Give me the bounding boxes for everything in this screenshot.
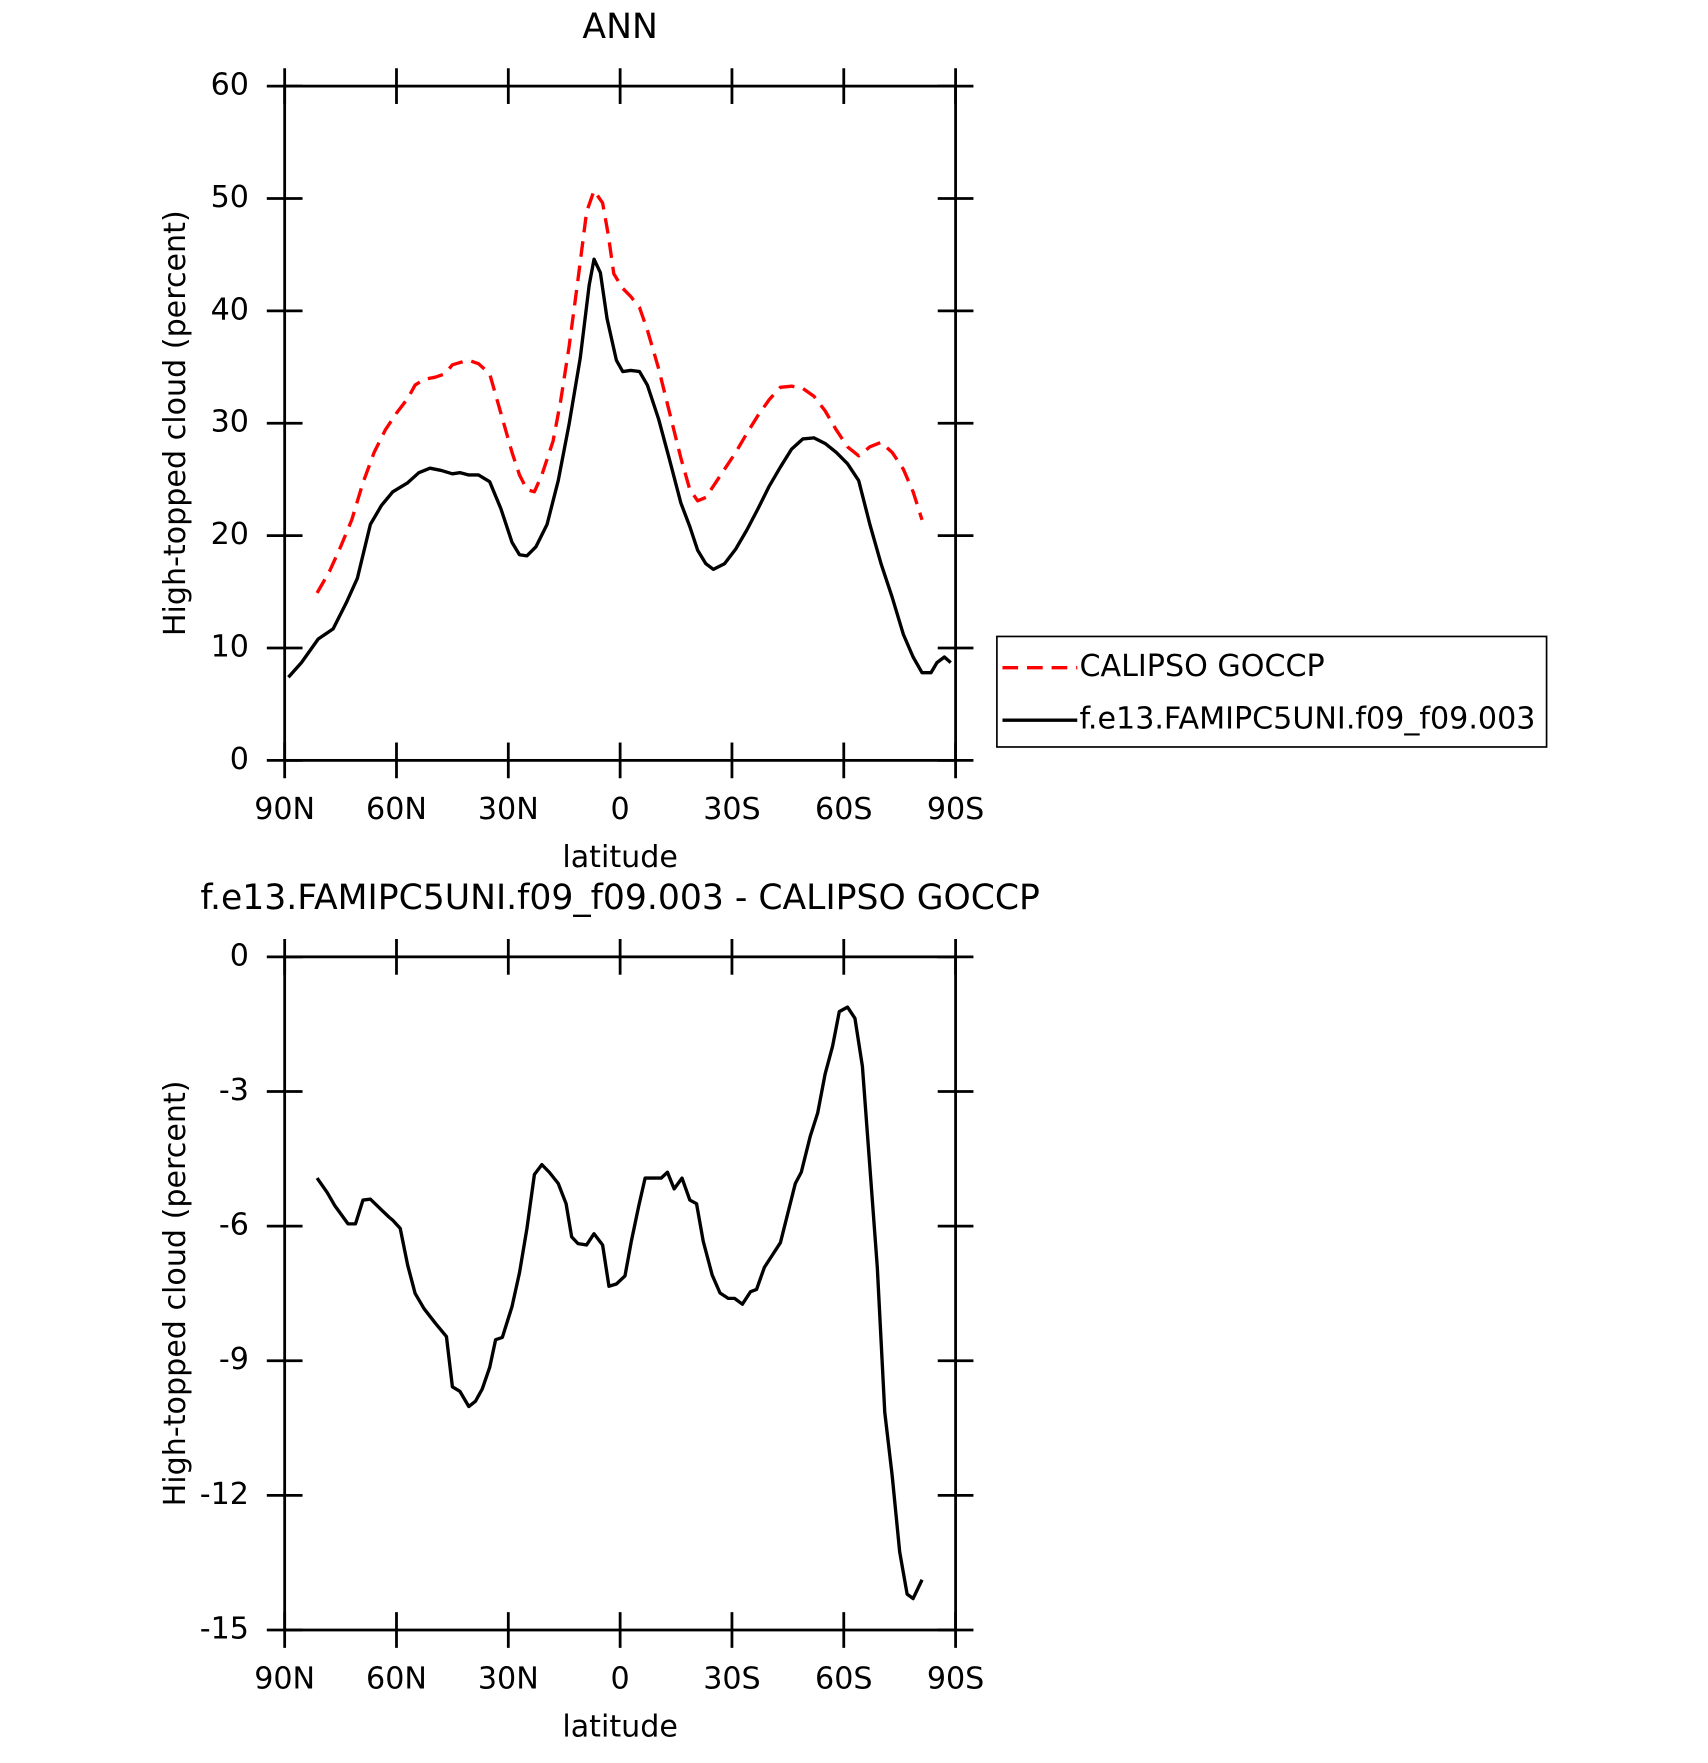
y-tick-label: -15 [200, 1612, 249, 1647]
legend-label: CALIPSO GOCCP [1080, 649, 1325, 684]
y-tick-label: 60 [211, 68, 249, 103]
x-tick-label: 60N [366, 1662, 427, 1697]
data-line [287, 257, 952, 679]
y-axis-label: High-topped cloud (percent) [158, 1080, 193, 1506]
chart-title: ANN [582, 7, 657, 47]
x-tick-label: 60N [366, 792, 427, 827]
data-line [315, 1005, 924, 1601]
y-tick-label: -12 [200, 1477, 249, 1512]
y-tick-label: 10 [211, 629, 249, 664]
x-tick-label: 90S [927, 1662, 984, 1697]
chart-title: f.e13.FAMIPC5UNI.f09_f09.003 - CALIPSO G… [200, 878, 1040, 918]
y-tick-label: 0 [230, 938, 249, 973]
x-tick-label: 90N [254, 792, 315, 827]
data-line [315, 188, 924, 594]
x-axis-label: latitude [562, 1710, 678, 1745]
x-tick-label: 90S [927, 792, 984, 827]
y-tick-label: 0 [230, 742, 249, 777]
y-tick-label: 30 [211, 405, 249, 440]
plot-frame [283, 84, 957, 762]
x-tick-label: 90N [254, 1662, 315, 1697]
x-tick-label: 0 [611, 1662, 630, 1697]
x-tick-label: 60S [815, 1662, 872, 1697]
x-tick-label: 60S [815, 792, 872, 827]
x-tick-label: 30N [478, 792, 539, 827]
plot-frame [283, 955, 957, 1632]
y-tick-label: -3 [219, 1073, 249, 1108]
y-tick-label: -9 [219, 1342, 249, 1377]
x-axis-label: latitude [562, 840, 678, 875]
legend-box [996, 635, 1548, 748]
y-axis-label: High-topped cloud (percent) [158, 210, 193, 636]
y-tick-label: 50 [211, 180, 249, 215]
x-tick-label: 0 [611, 792, 630, 827]
y-tick-label: -6 [219, 1208, 249, 1243]
y-tick-label: 20 [211, 517, 249, 552]
x-tick-label: 30S [703, 792, 760, 827]
legend-label: f.e13.FAMIPC5UNI.f09_f09.003 [1080, 702, 1536, 737]
x-tick-label: 30S [703, 1662, 760, 1697]
y-tick-label: 40 [211, 292, 249, 327]
x-tick-label: 30N [478, 1662, 539, 1697]
legend: CALIPSO GOCCP f.e13.FAMIPC5UNI.f09_f09.00… [996, 635, 1548, 748]
